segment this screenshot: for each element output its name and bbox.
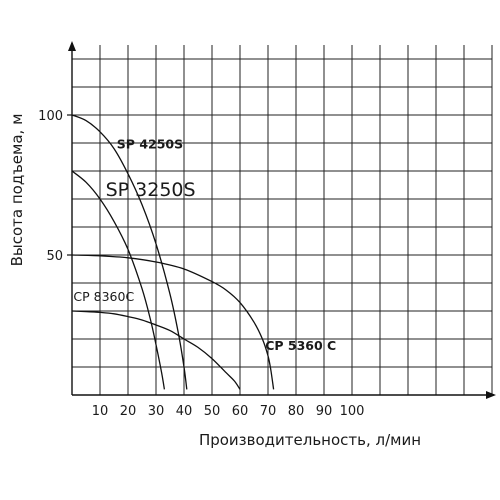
x-tick-label: 10 [92, 404, 109, 419]
x-tick-label: 50 [204, 404, 221, 419]
curve-label-cp-5360-c: CP 5360 C [265, 338, 336, 353]
x-axis-title: Производительность, л/мин [199, 431, 421, 449]
y-tick-label: 50 [46, 249, 63, 264]
curve-labels: SP 4250S SP 3250S CP 8360C CP 5360 C [73, 137, 336, 354]
series-line-cp-8360c [71, 310, 241, 390]
curve-label-sp-4250s: SP 4250S [117, 137, 183, 152]
x-axis-arrow [486, 391, 496, 399]
curve-label-cp-8360c: CP 8360C [73, 289, 134, 304]
series-lines [71, 114, 275, 390]
axes [68, 41, 496, 399]
series-line-sp-4250s [71, 114, 188, 390]
series-line-cp-5360-c [71, 254, 275, 390]
tick-labels: 10 20 30 40 50 60 70 80 90 100 50 100 [38, 109, 364, 419]
x-tick-label: 40 [176, 404, 193, 419]
x-tick-label: 60 [232, 404, 249, 419]
y-axis-title: Высота подъема, м [8, 114, 26, 267]
grid [72, 45, 493, 395]
y-axis-arrow [68, 41, 76, 51]
x-tick-label: 70 [260, 404, 277, 419]
x-tick-label: 20 [120, 404, 137, 419]
curve-label-sp-3250s: SP 3250S [106, 179, 196, 201]
x-tick-label: 100 [340, 404, 365, 419]
x-tick-label: 80 [288, 404, 305, 419]
series-line-sp-3250s [71, 170, 166, 390]
x-tick-label: 90 [316, 404, 333, 419]
y-tick-label: 100 [38, 109, 63, 124]
x-tick-label: 30 [148, 404, 165, 419]
